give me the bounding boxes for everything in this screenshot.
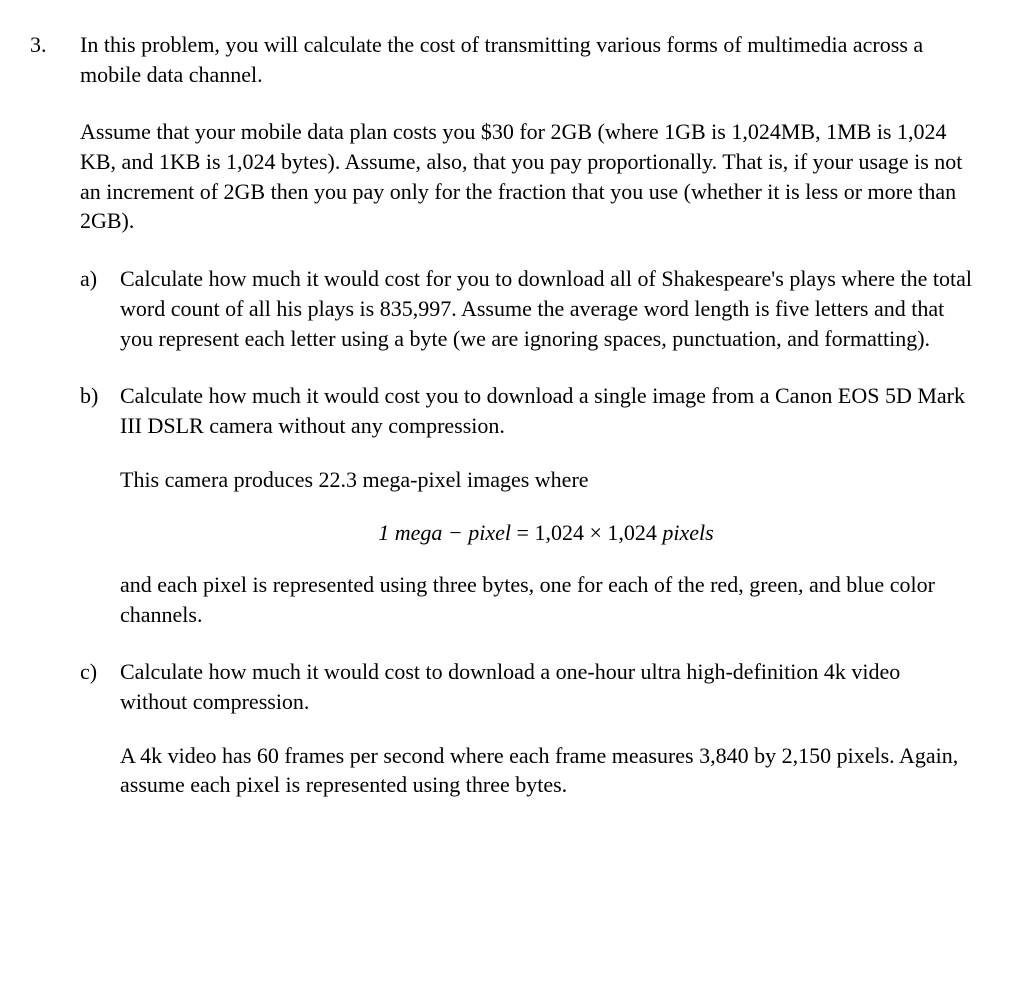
part-b-equation: 1 mega − pixel = 1,024 × 1,024 pixels — [120, 518, 972, 548]
part-c-label: c) — [80, 657, 120, 687]
part-a: a) Calculate how much it would cost for … — [80, 264, 972, 353]
part-b-body: Calculate how much it would cost you to … — [120, 381, 972, 629]
eq-lhs: 1 mega − pixel — [378, 520, 511, 545]
part-a-body: Calculate how much it would cost for you… — [120, 264, 972, 353]
problem-3: 3. In this problem, you will calculate t… — [30, 30, 972, 828]
part-b-p3: and each pixel is represented using thre… — [120, 570, 972, 629]
part-c-p1: Calculate how much it would cost to down… — [120, 657, 972, 716]
eq-rhs-word: pixels — [662, 520, 713, 545]
intro-paragraph: In this problem, you will calculate the … — [80, 30, 972, 89]
eq-rhs-num: 1,024 × 1,024 — [534, 520, 662, 545]
part-b: b) Calculate how much it would cost you … — [80, 381, 972, 629]
part-c-p2: A 4k video has 60 frames per second wher… — [120, 741, 972, 800]
problem-number: 3. — [30, 30, 80, 60]
assumptions-paragraph: Assume that your mobile data plan costs … — [80, 117, 972, 236]
part-b-label: b) — [80, 381, 120, 411]
part-a-text: Calculate how much it would cost for you… — [120, 264, 972, 353]
part-c: c) Calculate how much it would cost to d… — [80, 657, 972, 800]
subparts-list: a) Calculate how much it would cost for … — [80, 264, 972, 800]
part-b-p2: This camera produces 22.3 mega-pixel ima… — [120, 465, 972, 495]
part-b-p1: Calculate how much it would cost you to … — [120, 381, 972, 440]
eq-eq: = — [511, 520, 534, 545]
part-a-label: a) — [80, 264, 120, 294]
problem-body: In this problem, you will calculate the … — [80, 30, 972, 828]
part-c-body: Calculate how much it would cost to down… — [120, 657, 972, 800]
